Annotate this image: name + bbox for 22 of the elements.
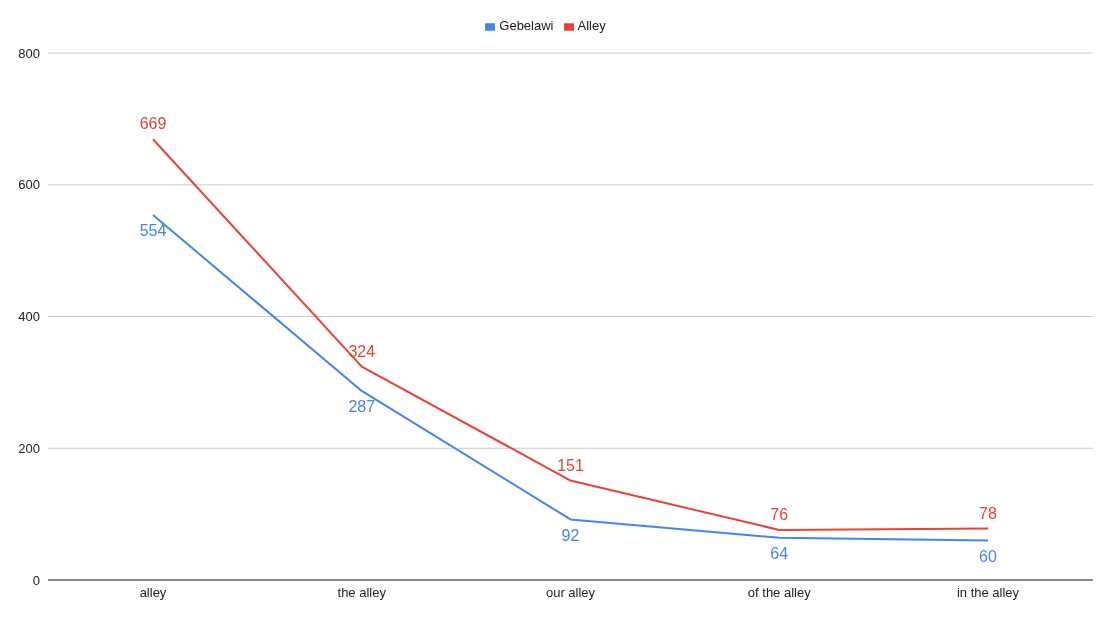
x-tick-label: of the alley xyxy=(747,585,812,601)
data-label: 554 xyxy=(139,222,167,240)
data-label: 60 xyxy=(979,547,997,565)
legend-label: Gebelawi xyxy=(499,18,554,33)
data-label: 151 xyxy=(557,456,584,474)
data-label: 78 xyxy=(979,504,997,522)
x-tick-label: alley xyxy=(139,585,167,601)
x-tick-label: our alley xyxy=(545,585,596,601)
y-tick-label: 600 xyxy=(18,177,40,193)
y-tick-label: 200 xyxy=(18,440,40,456)
legend-label: Alley xyxy=(577,18,606,33)
y-tick-label: 400 xyxy=(18,309,40,325)
y-tick-label: 800 xyxy=(18,45,40,61)
data-label: 669 xyxy=(139,115,167,133)
data-label: 287 xyxy=(348,398,376,416)
data-label: 92 xyxy=(561,526,580,544)
x-tick-label: the alley xyxy=(337,585,387,601)
data-label: 64 xyxy=(770,545,789,563)
data-label: 76 xyxy=(770,505,789,523)
data-label: 324 xyxy=(348,342,376,360)
x-tick-label: in the alley xyxy=(956,585,1020,601)
y-tick-label: 0 xyxy=(32,572,40,588)
